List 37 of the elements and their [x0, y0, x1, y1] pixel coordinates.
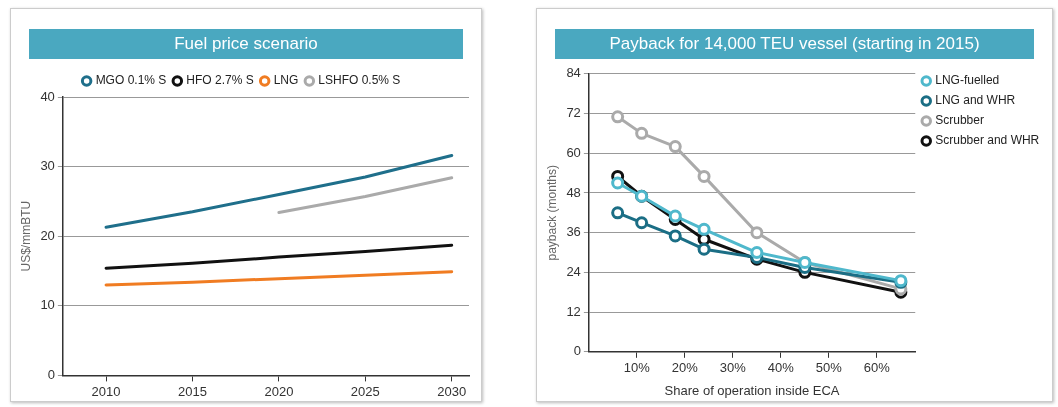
legend-label: HFO 2.7% S	[186, 73, 254, 88]
y-tick-label: 72	[566, 105, 581, 121]
x-tick-label: 50%	[815, 360, 843, 376]
x-tick-label: 2010	[91, 383, 121, 399]
legend-label: LSHFO 0.5% S	[318, 73, 401, 88]
x-tick-label: 40%	[767, 360, 795, 376]
y-tick-label: 0	[47, 366, 55, 382]
chart-title: Fuel price scenario	[29, 29, 463, 59]
x-tick-label: 2030	[437, 383, 467, 399]
x-axis-title: Share of operation inside ECA	[664, 382, 840, 398]
y-tick-label: 84	[566, 65, 581, 81]
y-tick-label: 48	[566, 184, 581, 200]
legend-label: LNG-fuelled	[935, 73, 1000, 88]
x-tick-label: 60%	[863, 360, 891, 376]
x-tick-label: 2015	[178, 383, 207, 399]
x-tick-label: 20%	[671, 360, 699, 376]
legend-label: LNG	[273, 73, 299, 88]
y-axis-title: payback (months)	[544, 165, 559, 261]
y-tick-label: 36	[566, 224, 581, 240]
x-tick-label: 10%	[623, 360, 651, 376]
x-tick-label: 30%	[719, 360, 747, 376]
legend-label: MGO 0.1% S	[95, 73, 167, 88]
y-tick-label: 60	[566, 144, 581, 160]
legend-label: Scrubber and WHR	[935, 133, 1040, 148]
y-tick-label: 10	[40, 297, 55, 313]
legend-label: Scrubber	[935, 113, 984, 128]
y-tick-label: 20	[40, 227, 55, 243]
y-tick-label: 30	[40, 158, 55, 174]
legend-label: LNG and WHR	[935, 93, 1016, 108]
x-tick-label: 2025	[350, 383, 380, 399]
x-tick-label: 2020	[264, 383, 294, 399]
y-tick-label: 40	[40, 88, 55, 104]
y-tick-label: 12	[566, 303, 581, 319]
y-tick-label: 0	[573, 343, 581, 359]
chart-title: Payback for 14,000 TEU vessel (starting in 2015)	[555, 29, 1034, 59]
y-axis-title: US$/mmBTU	[18, 200, 33, 272]
y-tick-label: 24	[566, 263, 581, 279]
